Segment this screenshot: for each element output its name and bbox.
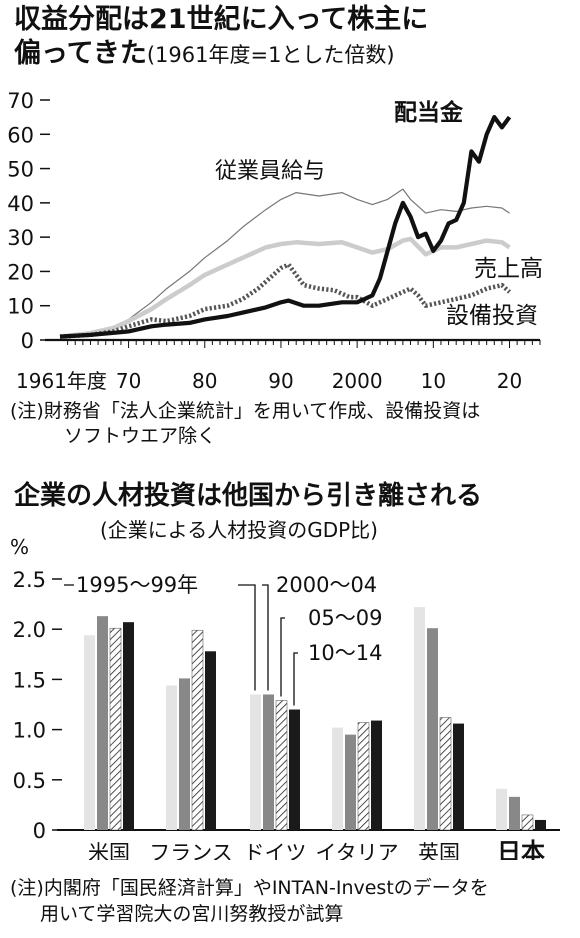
bar [496, 788, 507, 830]
legend-label: 10～14 [308, 641, 382, 665]
bar [509, 796, 520, 830]
series-label: 売上高 [474, 256, 543, 282]
chart1-subtitle: (1961年度=1とした倍数) [146, 43, 395, 67]
chart2-note-line1: (注)内閣府「国民経済計算」やINTAN-Investのデータを [10, 877, 489, 899]
y-tick-label: 70 [7, 89, 34, 113]
bar [179, 678, 190, 830]
chart2-title: 企業の人材投資は他国から引き離される [14, 481, 483, 511]
chart2-axes: % 0 0.5 1.0 1.5 2.0 2.5 [10, 535, 560, 843]
bar [123, 622, 134, 830]
y-tick-label: 2.0 [13, 618, 46, 642]
line-chart: 0 10 20 30 40 50 60 70 1961年度 70 80 90 2000 10 20 従業員給… [7, 89, 543, 393]
x-tick-label: 2000 [332, 369, 383, 393]
chart1-note-line2: ソフトウエア除く [64, 425, 217, 447]
y-tick-label: 20 [7, 260, 34, 284]
x-tick-label: 20 [497, 369, 522, 393]
y-tick-label: 0 [21, 329, 34, 353]
category-label: イタリア [315, 841, 398, 860]
bar [345, 734, 356, 830]
series-line-1 [59, 236, 511, 339]
chart1-note-line1: (注)財務省「法人企業統計」を用いて作成、設備投資は [10, 400, 481, 422]
category-label: フランス [149, 841, 233, 860]
bar [109, 627, 122, 831]
series-label: 設備投資 [446, 303, 538, 329]
bar [205, 651, 216, 830]
legend-leader-line [238, 584, 256, 691]
y-tick-label: 0 [33, 819, 46, 843]
bar [332, 727, 343, 830]
category-label: 英国 [418, 841, 460, 860]
legend-label: 1995～99年 [76, 573, 198, 597]
chart1-title-line1: 収益分配は21世紀に入って株主に [14, 4, 429, 35]
bar [191, 629, 204, 831]
bar [97, 616, 108, 830]
legend-label: 05～09 [308, 606, 382, 630]
series-line-2 [59, 262, 512, 339]
x-tick-label: 70 [116, 369, 141, 393]
series-line-3 [59, 115, 512, 339]
y-tick-label: 40 [7, 192, 34, 216]
x-tick-label: 10 [421, 369, 446, 393]
series-line-0 [59, 188, 510, 338]
chart2-subtitle: (企業による人材投資のGDP比) [100, 518, 378, 542]
bar [263, 694, 274, 830]
category-label: ドイツ [244, 841, 307, 860]
y-tick-label: 0.5 [13, 769, 46, 793]
bar [84, 635, 95, 830]
y-tick-label: 1.0 [13, 719, 46, 743]
bar [427, 628, 438, 830]
bar [371, 720, 382, 830]
y-tick-label: 30 [7, 226, 34, 250]
bar [521, 814, 534, 831]
bar [166, 685, 177, 830]
legend-leader-line [262, 584, 269, 691]
legend-label: 2000～04 [276, 573, 377, 597]
legend-leader-line [293, 652, 298, 706]
chart1-title-line2-text: 偏ってきた [14, 38, 147, 69]
bar [453, 723, 464, 830]
bar [439, 717, 452, 831]
x-tick-label: 80 [192, 369, 217, 393]
chart1-title-line2: 偏ってきた(1961年度=1とした倍数) [14, 38, 395, 71]
y-tick-label: 10 [7, 295, 34, 319]
chart2-bars: 米国 フランス ドイツ イタリア 英国 日本 [84, 607, 546, 860]
x-tick-label: 90 [268, 369, 293, 393]
series-label: 従業員給与 [215, 159, 325, 184]
bar [414, 607, 425, 830]
bar [535, 819, 546, 830]
bar [289, 709, 300, 830]
chart2-legend: 1995～99年 2000～04 05～09 10～14 [64, 573, 382, 706]
bar-chart: % 0 0.5 1.0 1.5 2.0 2.5 米国 フランス ドイツ イタリア 英国 日本 1995… [10, 535, 560, 860]
bar [357, 722, 370, 831]
chart1-lines [59, 115, 512, 339]
x-tick-label: 1961年度 [16, 369, 107, 393]
y-tick-label: 1.5 [13, 668, 46, 692]
y-tick-label: 60 [7, 123, 34, 147]
y-tick-label: 50 [7, 158, 34, 182]
bar [250, 694, 261, 830]
series-label: 配当金 [394, 99, 464, 126]
legend-leader-line [280, 617, 285, 697]
category-label: 米国 [88, 841, 130, 860]
y-tick-label: 2.5 [13, 568, 46, 592]
chart2-note-line2: 用いて学習院大の宮川努教授が試算 [40, 903, 344, 925]
chart1-axes: 0 10 20 30 40 50 60 70 1961年度 70 80 90 2000 10 20 [7, 89, 541, 393]
y-unit-label: % [10, 535, 29, 559]
bar [275, 700, 288, 831]
category-label: 日本 [497, 838, 545, 860]
